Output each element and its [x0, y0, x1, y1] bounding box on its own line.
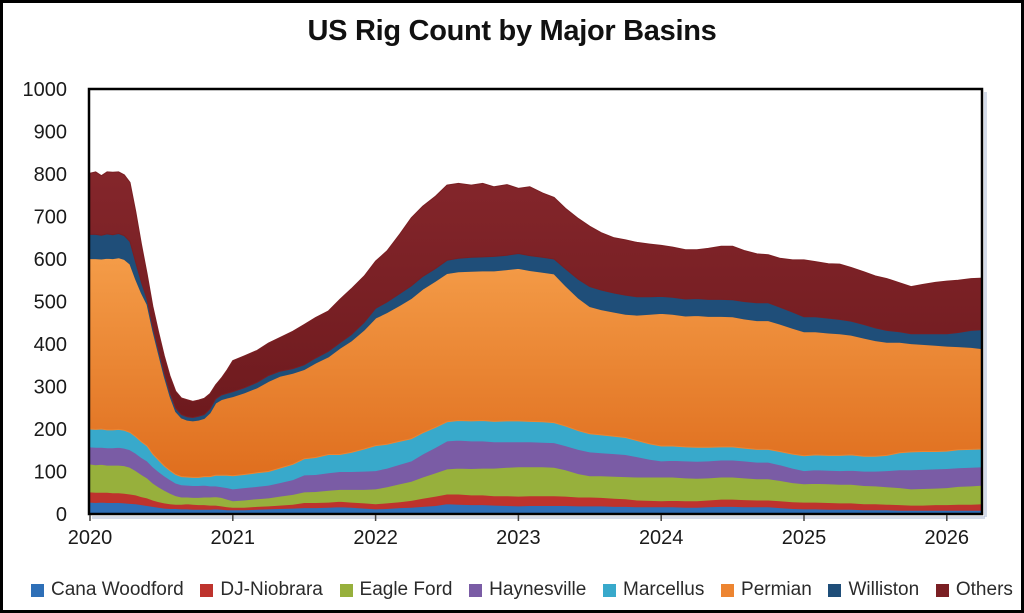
x-tick-label: 2024 — [639, 527, 684, 549]
legend-label: Marcellus — [623, 579, 705, 600]
y-tick-label: 800 — [34, 164, 67, 186]
legend-item-haynesville: Haynesville — [469, 579, 586, 601]
y-tick-label: 200 — [34, 419, 67, 441]
legend-label: Haynesville — [489, 579, 587, 600]
x-tick-label: 2021 — [211, 527, 256, 549]
legend-swatch-icon — [200, 583, 214, 597]
legend-item-dj-niobrara: DJ-Niobrara — [200, 579, 323, 601]
legend-swatch-icon — [721, 583, 735, 597]
legend-label: Others — [955, 579, 1013, 600]
legend-item-cana-woodford: Cana Woodford — [31, 579, 184, 601]
legend-item-eagle-ford: Eagle Ford — [339, 579, 453, 601]
legend-swatch-icon — [339, 583, 353, 597]
y-tick-label: 0 — [56, 504, 67, 526]
legend-label: DJ-Niobrara — [220, 579, 323, 600]
legend-item-permian: Permian — [721, 579, 812, 601]
y-tick-label: 300 — [34, 377, 67, 399]
legend-swatch-icon — [469, 583, 483, 597]
legend-label: Eagle Ford — [359, 579, 453, 600]
legend-label: Cana Woodford — [51, 579, 184, 600]
plot-shadow-right — [984, 92, 987, 517]
y-tick-label: 400 — [34, 334, 67, 356]
x-tick-label: 2022 — [353, 527, 398, 549]
chart-title: US Rig Count by Major Basins — [307, 15, 717, 47]
x-tick-label: 2025 — [782, 527, 827, 549]
plot-area: 0 100 200 300 400 500 600 700 800 900 1000 2020 2021… — [23, 79, 987, 549]
y-tick-label: 1000 — [23, 79, 68, 101]
y-tick-label: 600 — [34, 249, 67, 271]
legend-item-others: Others — [935, 579, 1013, 601]
legend-swatch-icon — [31, 583, 44, 597]
legend-swatch-icon — [828, 583, 842, 597]
legend-swatch-icon — [935, 583, 949, 597]
y-tick-label: 500 — [34, 292, 67, 314]
legend-item-marcellus: Marcellus — [603, 579, 704, 601]
legend-label: Permian — [741, 579, 812, 600]
y-tick-label: 100 — [34, 462, 67, 484]
legend: Cana Woodford DJ-Niobrara Eagle Ford Haynes… — [31, 579, 1013, 601]
plot-shadow-bottom — [92, 516, 985, 519]
x-tick-label: 2020 — [68, 527, 113, 549]
legend-label: Williston — [848, 579, 920, 600]
x-tick-label: 2023 — [496, 527, 541, 549]
y-tick-label: 700 — [34, 207, 67, 229]
y-tick-label: 900 — [34, 122, 67, 144]
plot-border — [87, 87, 984, 516]
legend-swatch-icon — [603, 583, 617, 597]
legend-item-williston: Williston — [828, 579, 919, 601]
x-tick-label: 2026 — [925, 527, 970, 549]
